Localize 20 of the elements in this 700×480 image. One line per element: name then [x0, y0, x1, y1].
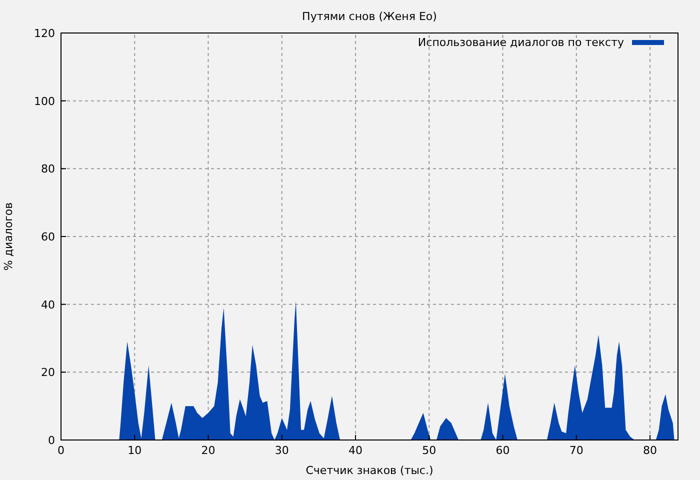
legend-label: Использование диалогов по тексту — [418, 36, 624, 49]
y-axis-title: % диалогов — [2, 202, 15, 271]
x-tick-label: 50 — [422, 444, 436, 457]
y-tick-label: 120 — [34, 27, 55, 40]
x-tick-label: 40 — [348, 444, 363, 457]
x-tick-label: 20 — [201, 444, 216, 457]
x-tick-label: 0 — [58, 444, 64, 457]
x-tick-label: 60 — [496, 444, 510, 457]
y-tick-label: 100 — [34, 94, 55, 108]
x-tick-label: 10 — [128, 444, 142, 457]
y-tick-label: 40 — [41, 298, 55, 312]
y-tick-label: 0 — [48, 434, 55, 447]
y-tick-label: 20 — [41, 366, 55, 380]
y-tick-label: 60 — [41, 230, 55, 244]
x-tick-label: 70 — [569, 444, 584, 457]
x-tick-label: 80 — [643, 444, 658, 457]
chart-title: Путями снов (Женя Ео) — [302, 10, 437, 23]
x-tick-label: 30 — [274, 444, 289, 457]
y-tick-label: 80 — [41, 162, 55, 176]
x-axis-title: Счетчик знаков (тыс.) — [306, 464, 434, 477]
